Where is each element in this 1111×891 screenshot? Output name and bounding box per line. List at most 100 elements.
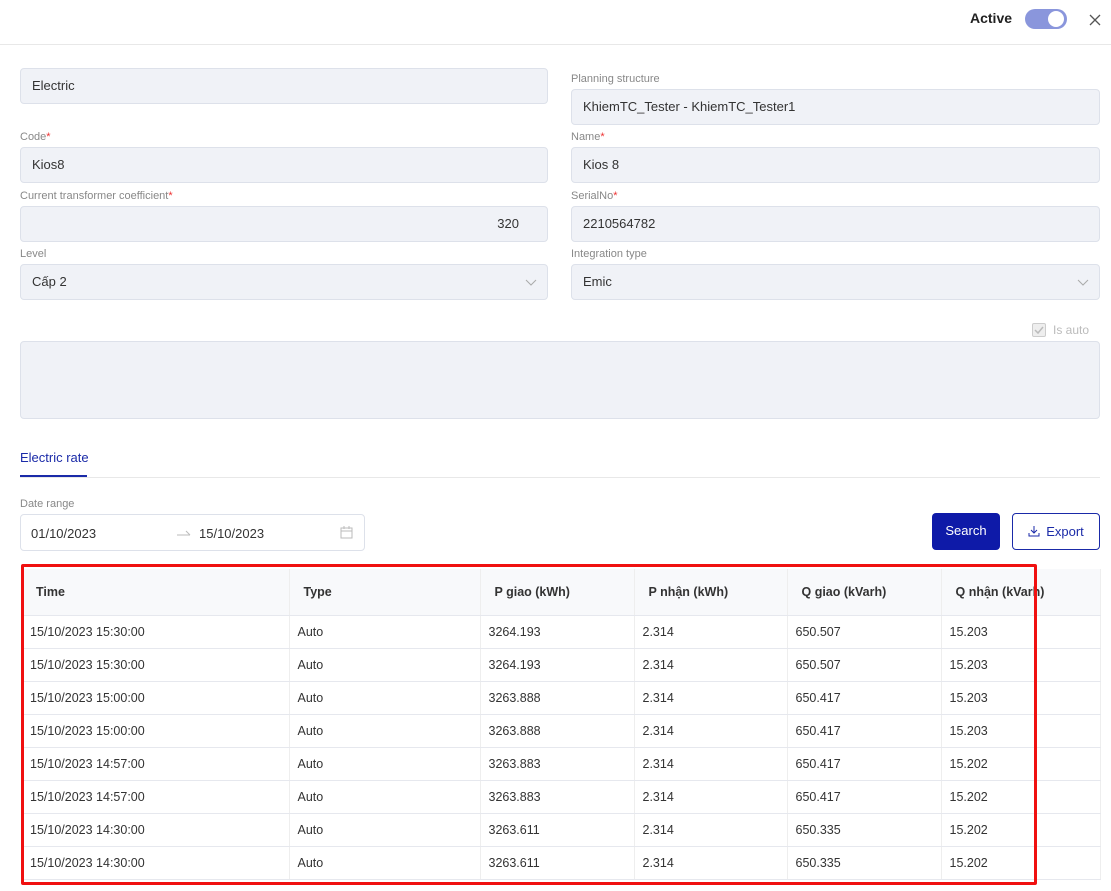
required-mark: * (600, 131, 605, 143)
table-cell: 15.202 (941, 747, 1101, 781)
search-button[interactable]: Search (932, 513, 1000, 550)
column-header: P nhận (kWh) (634, 569, 788, 616)
chevron (1077, 279, 1089, 286)
table-cell: 3263.883 (480, 747, 635, 781)
table-cell: 3263.888 (480, 714, 635, 748)
integration-label: Integration type (571, 248, 647, 260)
table-cell: 15.203 (941, 681, 1101, 715)
label-text: Name (571, 131, 601, 143)
chevron (525, 279, 537, 286)
table-cell: Auto (289, 747, 481, 781)
label-text: Code (20, 131, 47, 143)
is-auto-checkbox[interactable] (1032, 323, 1046, 337)
table-cell: 15.203 (941, 615, 1101, 649)
table-cell: 3264.193 (480, 648, 635, 682)
table-cell: 650.417 (787, 747, 942, 781)
table-cell: 15/10/2023 15:00:00 (22, 681, 290, 715)
note-textarea[interactable] (20, 341, 1100, 419)
export-text: Export (1046, 524, 1084, 539)
table-cell: 3264.193 (480, 615, 635, 649)
table-cell: 15.202 (941, 846, 1101, 880)
table-row: 15/10/2023 14:30:00 Auto 3263.611 2.314 650.… (22, 846, 1101, 880)
column-header: Q giao (kVarh) (787, 569, 942, 616)
table-cell: 650.417 (787, 681, 942, 715)
table-cell: Auto (289, 780, 481, 814)
serial-field[interactable]: 2210564782 (571, 206, 1100, 242)
export-button[interactable]: Export (1012, 513, 1100, 550)
table-cell: 650.417 (787, 714, 942, 748)
data-table: Time Type P giao (kWh) P nhận (kWh) Q giao (… (22, 569, 1101, 880)
ct-field[interactable]: 320 (20, 206, 548, 242)
calendar-icon (340, 526, 353, 539)
table-cell: 650.335 (787, 846, 942, 880)
active-label: Active (970, 10, 1013, 26)
active-toggle[interactable] (1025, 9, 1067, 29)
date-range-label: Date range (20, 498, 75, 510)
planning-label: Planning structure (571, 73, 660, 85)
table-cell: Auto (289, 615, 481, 649)
required-mark: * (168, 190, 173, 202)
table-cell: 3263.888 (480, 681, 635, 715)
table-cell: 2.314 (634, 747, 788, 781)
label-text: SerialNo (571, 190, 614, 202)
table-cell: 15.202 (941, 780, 1101, 814)
close-button[interactable] (1089, 14, 1101, 26)
table-cell: 650.335 (787, 813, 942, 847)
table-cell: 2.314 (634, 780, 788, 814)
level-select[interactable]: Cấp 2 (20, 264, 548, 300)
ct-label: Current transformer coefficient* (20, 190, 173, 202)
select-value: Emic (583, 274, 612, 289)
tab-electric-rate[interactable]: Electric rate (20, 450, 89, 465)
table-cell: 15/10/2023 14:30:00 (22, 846, 290, 880)
table-row: 15/10/2023 15:00:00 Auto 3263.888 2.314 650.… (22, 681, 1101, 715)
table-row: 15/10/2023 15:00:00 Auto 3263.888 2.314 650.… (22, 714, 1101, 748)
select-value: Cấp 2 (32, 274, 67, 289)
table-row: 15/10/2023 15:30:00 Auto 3264.193 2.314 650.… (22, 648, 1101, 682)
table-cell: 2.314 (634, 648, 788, 682)
table-cell: 15/10/2023 15:00:00 (22, 714, 290, 748)
header-divider (0, 44, 1111, 45)
column-header: Q nhận (kVarh) (941, 569, 1101, 616)
date-range-input[interactable]: 01/10/2023 15/10/2023 (20, 514, 365, 551)
serial-label: SerialNo* (571, 190, 617, 202)
code-field[interactable]: Kios8 (20, 147, 548, 183)
table-cell: 15/10/2023 15:30:00 (22, 648, 290, 682)
name-field[interactable]: Kios 8 (571, 147, 1100, 183)
table-cell: Auto (289, 714, 481, 748)
type-field[interactable]: Electric (20, 68, 548, 104)
is-auto-label: Is auto (1053, 323, 1090, 337)
download-icon (1028, 526, 1040, 537)
range-arrow (177, 530, 191, 536)
table-cell: 2.314 (634, 813, 788, 847)
table-row: 15/10/2023 15:30:00 Auto 3264.193 2.314 650.… (22, 615, 1101, 649)
tab-divider (20, 477, 1100, 478)
table-cell: Auto (289, 648, 481, 682)
date-start: 01/10/2023 (31, 526, 97, 541)
name-label: Name* (571, 131, 605, 143)
column-header: Time (22, 569, 290, 616)
required-mark: * (46, 131, 51, 143)
table-cell: Auto (289, 813, 481, 847)
table-row: 15/10/2023 14:57:00 Auto 3263.883 2.314 650.… (22, 780, 1101, 814)
header-row: Time Type P giao (kWh) P nhận (kWh) Q giao (… (22, 569, 1101, 616)
column-header: P giao (kWh) (480, 569, 635, 616)
table-cell: Auto (289, 846, 481, 880)
level-label: Level (20, 248, 47, 260)
table-cell: 3263.611 (480, 846, 635, 880)
table-cell: 650.417 (787, 780, 942, 814)
table-cell: 15/10/2023 14:57:00 (22, 780, 290, 814)
table-cell: 3263.611 (480, 813, 635, 847)
integration-select[interactable]: Emic (571, 264, 1100, 300)
table-cell: 2.314 (634, 846, 788, 880)
label-text: Current transformer coefficient (20, 190, 169, 202)
table-cell: 15/10/2023 15:30:00 (22, 615, 290, 649)
table-cell: 15.203 (941, 714, 1101, 748)
table-cell: 3263.883 (480, 780, 635, 814)
column-header: Type (289, 569, 481, 616)
planning-field[interactable]: KhiemTC_Tester - KhiemTC_Tester1 (571, 89, 1100, 125)
date-end: 15/10/2023 (199, 526, 265, 541)
table-cell: 2.314 (634, 615, 788, 649)
highlight-box (21, 564, 1037, 885)
table-row: 15/10/2023 14:57:00 Auto 3263.883 2.314 650.… (22, 747, 1101, 781)
